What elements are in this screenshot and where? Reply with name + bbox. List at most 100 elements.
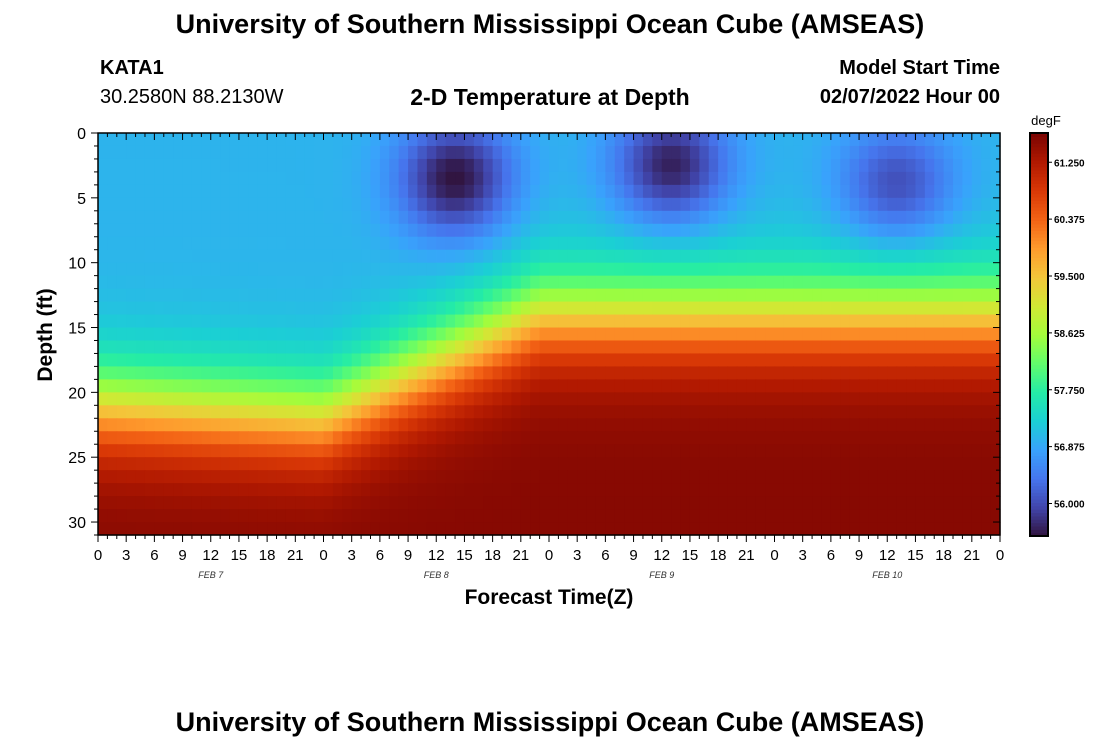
heatmap-cell <box>652 171 663 186</box>
colorbar-segment <box>1030 247 1048 252</box>
heatmap-cell <box>445 158 456 173</box>
colorbar-segment <box>1030 317 1048 322</box>
heatmap-cell <box>502 379 513 393</box>
heatmap-cell <box>201 314 212 329</box>
heatmap-cell <box>549 210 559 225</box>
heatmap-cell <box>549 457 559 471</box>
x-tick-label: 0 <box>545 547 553 564</box>
heatmap-cell <box>821 392 832 406</box>
heatmap-cell <box>558 314 569 329</box>
heatmap-cell <box>680 275 691 290</box>
heatmap-cell <box>426 171 437 186</box>
heatmap-cell <box>163 509 174 523</box>
heatmap-cell <box>210 444 221 458</box>
heatmap-cell <box>314 301 325 316</box>
heatmap-cell <box>126 392 137 406</box>
heatmap-cell <box>924 457 935 471</box>
heatmap-cell <box>511 431 522 445</box>
heatmap-cell <box>614 444 625 458</box>
heatmap-cell <box>868 522 879 536</box>
heatmap-cell <box>332 327 343 342</box>
colorbar-segment <box>1030 418 1048 423</box>
heatmap-cell <box>567 133 578 147</box>
heatmap-cell <box>896 431 907 445</box>
heatmap-cell <box>708 340 719 355</box>
heatmap-cell <box>116 327 127 342</box>
heatmap-cell <box>830 133 841 147</box>
heatmap-cell <box>530 236 541 251</box>
heatmap-cell <box>718 275 729 290</box>
heatmap-cell <box>830 223 841 238</box>
heatmap-cell <box>783 392 794 406</box>
heatmap-cell <box>567 158 578 173</box>
heatmap-cell <box>736 184 747 199</box>
heatmap-cell <box>445 457 456 471</box>
heatmap-cell <box>191 340 202 355</box>
heatmap-cell <box>943 353 954 368</box>
colorbar-segment <box>1030 280 1048 285</box>
heatmap-cell <box>408 210 419 225</box>
heatmap-cell <box>549 314 559 329</box>
heatmap-cell <box>182 301 193 316</box>
heatmap-cell <box>173 444 184 458</box>
heatmap-cell <box>473 483 484 497</box>
heatmap-cell <box>285 379 296 393</box>
heatmap-cell <box>530 210 541 225</box>
heatmap-cell <box>257 223 268 238</box>
heatmap-cell <box>492 379 503 393</box>
heatmap-cell <box>934 353 945 368</box>
heatmap-cell <box>736 327 747 342</box>
heatmap-cell <box>812 133 823 147</box>
heatmap-cell <box>342 522 353 536</box>
heatmap-cell <box>445 133 456 147</box>
heatmap-cell <box>906 236 917 251</box>
heatmap-cell <box>502 301 513 316</box>
heatmap-cell <box>173 509 184 523</box>
heatmap-cell <box>877 405 888 419</box>
heatmap-cell <box>530 483 541 497</box>
heatmap-cell <box>276 392 287 406</box>
heatmap-cell <box>417 210 428 225</box>
heatmap-cell <box>98 158 108 173</box>
heatmap-cell <box>107 496 118 510</box>
heatmap-cell <box>652 133 663 147</box>
heatmap-cell <box>549 327 559 342</box>
colorbar-tick-label: 58.625 <box>1054 329 1085 340</box>
heatmap-cell <box>830 509 841 523</box>
heatmap-cell <box>633 301 644 316</box>
heatmap-cell <box>408 275 419 290</box>
heatmap-cell <box>502 366 513 380</box>
heatmap-cell <box>689 470 700 484</box>
heatmap-cell <box>614 483 625 497</box>
heatmap-cell <box>332 405 343 419</box>
heatmap-cell <box>445 470 456 484</box>
heatmap-cell <box>962 275 973 290</box>
heatmap-cell <box>812 210 823 225</box>
heatmap-cell <box>520 522 531 536</box>
heatmap-cell <box>896 210 907 225</box>
heatmap-cell <box>708 288 719 303</box>
heatmap-cell <box>163 314 174 329</box>
x-axis: 0 3 6 9 12 15 18 21 0 3 6 9 12 15 18 21 0 3 6 9 12 15 18 21 0 3 6 9… <box>94 133 1004 580</box>
heatmap-cell <box>718 197 729 212</box>
heatmap-cell <box>718 379 729 393</box>
heatmap-cell <box>107 444 118 458</box>
heatmap-cell <box>473 340 484 355</box>
heatmap-cell <box>727 301 738 316</box>
heatmap-cell <box>812 184 823 199</box>
heatmap-cell <box>652 262 663 277</box>
heatmap-cell <box>408 522 419 536</box>
heatmap-cell <box>586 444 597 458</box>
y-tick-label: 10 <box>68 256 86 273</box>
heatmap-cell <box>567 171 578 186</box>
heatmap-cell <box>680 288 691 303</box>
colorbar-segment <box>1030 314 1048 319</box>
heatmap-cell <box>370 236 381 251</box>
heatmap-cell <box>351 171 362 186</box>
heatmap-cell <box>962 379 973 393</box>
heatmap-cell <box>210 431 221 445</box>
heatmap-cell <box>492 353 503 368</box>
heatmap-cell <box>408 249 419 264</box>
heatmap-cell <box>802 366 813 380</box>
heatmap-cell <box>830 366 841 380</box>
